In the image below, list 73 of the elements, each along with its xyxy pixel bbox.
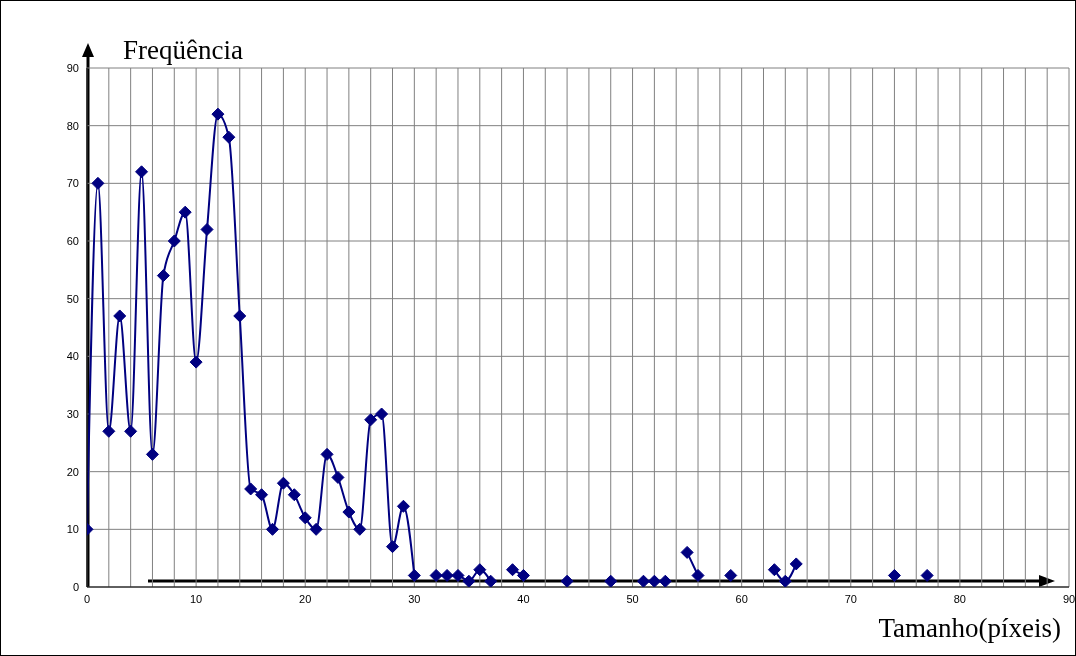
point [353,522,367,536]
point [473,563,487,577]
point [309,522,323,536]
point [920,568,934,582]
point [658,574,672,587]
point [767,563,781,577]
point [386,540,400,554]
x-tick-label: 20 [299,592,312,605]
x-tick-label: 60 [735,592,748,605]
x-tick-label: 40 [517,592,530,605]
x-tick-label: 70 [844,592,857,605]
point [222,130,236,144]
point [407,568,421,582]
point [113,309,127,323]
point [145,447,159,461]
y-tick-label: 30 [66,407,79,420]
x-tick-label: 30 [408,592,421,605]
point [124,424,138,438]
x-tick-label: 10 [189,592,203,605]
point [691,568,705,582]
x-tick-label: 80 [953,592,967,605]
point [233,309,247,323]
point [298,511,312,525]
y-tick-label: 60 [66,234,79,247]
x-tick-label: 90 [1062,592,1076,605]
x-tick-label: 0 [83,592,91,605]
point [789,557,803,571]
point [680,545,694,559]
point [778,574,792,587]
point [135,165,149,179]
point [211,107,225,121]
point [647,574,661,587]
x-axis-title: Tamanho(píxeis) [878,613,1061,643]
x-tick-label: 50 [626,592,639,605]
point [724,568,738,582]
point [396,499,410,513]
point [320,447,334,461]
point [178,205,192,219]
y-tick-label: 50 [66,292,79,305]
point [200,222,214,236]
point [287,488,301,502]
y-axis-title: Freqüência [123,35,243,65]
y-tick-label: 80 [66,119,79,132]
point [604,574,618,587]
point [156,269,170,283]
point [102,424,116,438]
point [462,574,476,587]
point [440,568,454,582]
point [189,355,203,369]
y-tick-label: 90 [66,61,79,74]
point [167,234,181,248]
point [484,574,498,587]
y-tick-label: 40 [66,350,79,363]
point [887,568,901,582]
point [331,470,345,484]
point [506,563,520,577]
point [276,476,290,490]
point [255,488,269,502]
point [516,568,530,582]
point [342,505,356,519]
y-tick-label: 0 [72,580,79,593]
y-tick-label: 70 [66,177,79,190]
point [451,568,465,582]
y-tick-label: 10 [66,523,79,536]
y-tick-label: 20 [66,465,79,478]
point [364,413,378,427]
point [375,407,389,421]
point [429,568,443,582]
point [560,574,574,587]
point [244,482,258,496]
point [91,176,105,190]
point [265,522,279,536]
point [636,574,650,587]
